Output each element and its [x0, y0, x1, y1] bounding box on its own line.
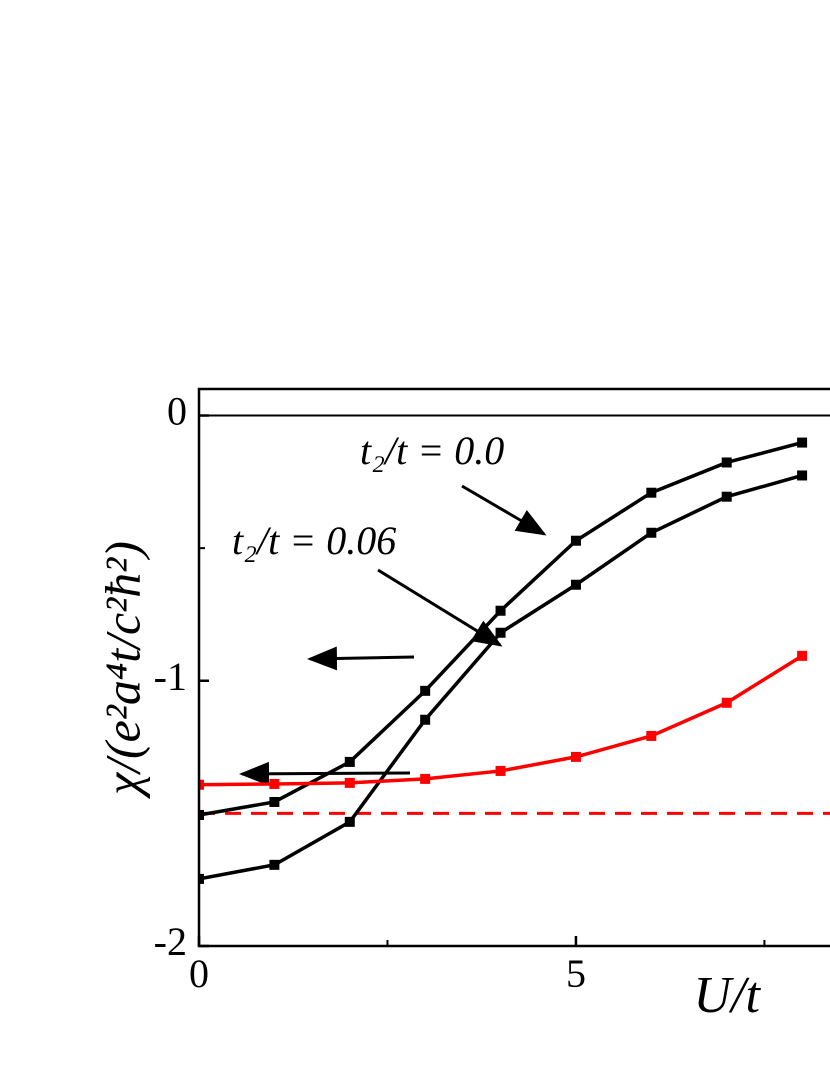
data-point	[269, 778, 280, 789]
data-point	[495, 627, 506, 638]
x-axis-label: U/t	[694, 967, 762, 1024]
x-tick-label: 0	[189, 951, 209, 996]
data-point	[199, 809, 204, 820]
axes-frame	[197, 387, 830, 948]
data-point	[570, 535, 581, 546]
data-point	[344, 756, 355, 767]
y-axis-label: χ/(e²a⁴t/c²ħ²)	[94, 541, 150, 799]
data-point	[646, 730, 657, 741]
data-point	[199, 873, 204, 884]
y-tick-label: -1	[154, 654, 187, 699]
annotation: t₂/t = 0.06	[232, 518, 396, 563]
arrow	[377, 568, 503, 647]
data-point	[420, 773, 431, 784]
arrow	[461, 484, 547, 536]
y-tick-label: 0	[167, 389, 187, 434]
series-line	[199, 654, 804, 787]
plot-area	[199, 414, 830, 884]
data-point	[495, 605, 506, 616]
data-point	[797, 650, 808, 661]
arrow	[307, 646, 415, 671]
data-point	[570, 579, 581, 590]
data-point	[420, 714, 431, 725]
data-point	[344, 816, 355, 827]
data-point	[721, 491, 732, 502]
data-point	[797, 437, 808, 448]
y-tick-label: -2	[154, 919, 187, 964]
data-point	[269, 859, 280, 870]
data-point	[269, 796, 280, 807]
annotation: t₂/t = 0.0	[360, 428, 504, 473]
data-point	[199, 779, 204, 790]
data-point	[495, 765, 506, 776]
data-point	[721, 457, 732, 468]
data-point	[721, 697, 732, 708]
data-point	[797, 470, 808, 481]
data-point	[420, 685, 431, 696]
data-point	[646, 487, 657, 498]
data-point	[646, 527, 657, 538]
x-tick-label: 5	[566, 951, 586, 996]
data-point	[344, 777, 355, 788]
data-point	[570, 751, 581, 762]
